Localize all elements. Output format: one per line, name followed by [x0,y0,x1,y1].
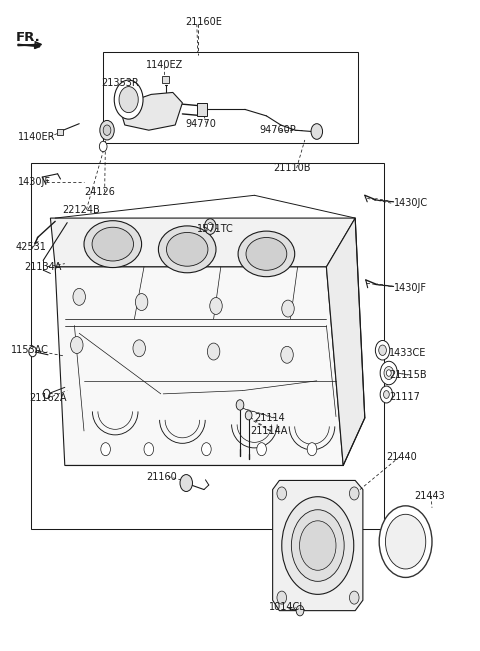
Text: 21110B: 21110B [274,163,311,173]
Bar [31,163,384,529]
Text: 1153AC: 1153AC [11,345,48,355]
Circle shape [257,443,266,456]
Text: 21134A: 21134A [24,262,61,272]
Circle shape [207,223,213,230]
Bar [162,76,169,83]
Circle shape [114,80,143,119]
Circle shape [180,475,192,492]
Bar [103,52,358,143]
Polygon shape [326,218,365,465]
Circle shape [133,340,145,357]
Circle shape [99,141,107,152]
Circle shape [43,389,50,398]
Circle shape [71,337,83,353]
Circle shape [210,298,222,314]
Circle shape [349,487,359,500]
Circle shape [236,400,244,410]
Circle shape [375,340,390,360]
Circle shape [349,591,359,604]
Polygon shape [273,480,363,611]
Circle shape [385,514,426,569]
Polygon shape [55,267,343,465]
Circle shape [379,345,386,355]
Text: 22124B: 22124B [62,204,100,215]
Circle shape [101,443,110,456]
Polygon shape [119,92,182,130]
Circle shape [386,370,391,376]
Ellipse shape [246,238,287,270]
Circle shape [119,87,138,113]
Text: 21443: 21443 [414,491,444,501]
Text: 1430JC: 1430JC [394,198,428,208]
Bar [57,129,63,135]
Circle shape [202,443,211,456]
Text: 21114A: 21114A [250,426,288,436]
Ellipse shape [84,221,142,268]
Text: 24126: 24126 [84,187,115,197]
Text: 1430JF: 1430JF [394,283,427,293]
Circle shape [311,124,323,139]
Text: 21440: 21440 [386,452,417,462]
Circle shape [282,497,354,594]
Circle shape [100,120,114,140]
Text: 21162A: 21162A [29,393,66,404]
Text: FR.: FR. [15,31,40,44]
Text: 21353R: 21353R [101,78,139,89]
Ellipse shape [92,227,133,261]
Circle shape [296,605,304,616]
Polygon shape [50,218,355,267]
Text: 1433CE: 1433CE [389,348,426,358]
Text: 1430JF: 1430JF [18,177,51,187]
Circle shape [277,487,287,500]
Ellipse shape [158,226,216,273]
Circle shape [307,443,317,456]
Text: 42531: 42531 [15,242,46,253]
Ellipse shape [238,231,295,277]
Circle shape [144,443,154,456]
Circle shape [204,219,216,234]
Circle shape [245,411,252,420]
Text: 94760P: 94760P [259,125,296,135]
Circle shape [281,346,293,363]
Text: 21114: 21114 [254,413,285,423]
Text: 21117: 21117 [389,392,420,402]
Circle shape [379,506,432,577]
Circle shape [207,343,220,360]
Circle shape [277,591,287,604]
Text: 1014CL: 1014CL [269,602,306,613]
Bar [197,103,207,116]
Ellipse shape [167,232,208,266]
Text: 1140ER: 1140ER [18,132,56,142]
Circle shape [384,391,389,398]
Circle shape [384,367,394,380]
Circle shape [300,521,336,570]
Text: 1140EZ: 1140EZ [146,60,184,70]
Circle shape [135,294,148,311]
Text: 94770: 94770 [186,118,216,129]
Circle shape [282,300,294,317]
Circle shape [380,386,393,403]
Text: 21160: 21160 [146,471,177,482]
Text: 21160E: 21160E [185,17,222,27]
Circle shape [380,361,397,385]
Circle shape [103,125,111,135]
Circle shape [291,510,344,581]
Circle shape [29,346,36,357]
Text: 21115B: 21115B [389,370,426,380]
Text: 1571TC: 1571TC [197,224,234,234]
Circle shape [73,288,85,305]
